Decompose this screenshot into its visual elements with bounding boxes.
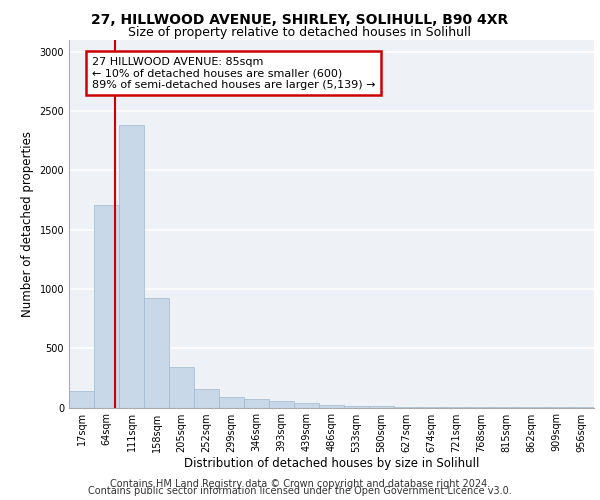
Bar [194,388,218,407]
Bar [295,404,319,407]
Text: Size of property relative to detached houses in Solihull: Size of property relative to detached ho… [128,26,472,39]
Bar [145,298,169,408]
Bar [169,367,194,408]
Bar [419,407,443,408]
Text: Contains public sector information licensed under the Open Government Licence v3: Contains public sector information licen… [88,486,512,496]
Bar [269,401,293,407]
Bar [94,205,119,408]
Bar [394,407,419,408]
Text: 27, HILLWOOD AVENUE, SHIRLEY, SOLIHULL, B90 4XR: 27, HILLWOOD AVENUE, SHIRLEY, SOLIHULL, … [91,12,509,26]
Bar [244,398,269,407]
Y-axis label: Number of detached properties: Number of detached properties [21,130,34,317]
Text: 27 HILLWOOD AVENUE: 85sqm
← 10% of detached houses are smaller (600)
89% of semi: 27 HILLWOOD AVENUE: 85sqm ← 10% of detac… [92,56,376,90]
Bar [319,404,344,407]
Bar [220,397,244,407]
X-axis label: Distribution of detached houses by size in Solihull: Distribution of detached houses by size … [184,458,479,470]
Bar [119,126,143,408]
Bar [344,406,368,407]
Bar [70,391,94,407]
Bar [370,406,394,408]
Text: Contains HM Land Registry data © Crown copyright and database right 2024.: Contains HM Land Registry data © Crown c… [110,479,490,489]
